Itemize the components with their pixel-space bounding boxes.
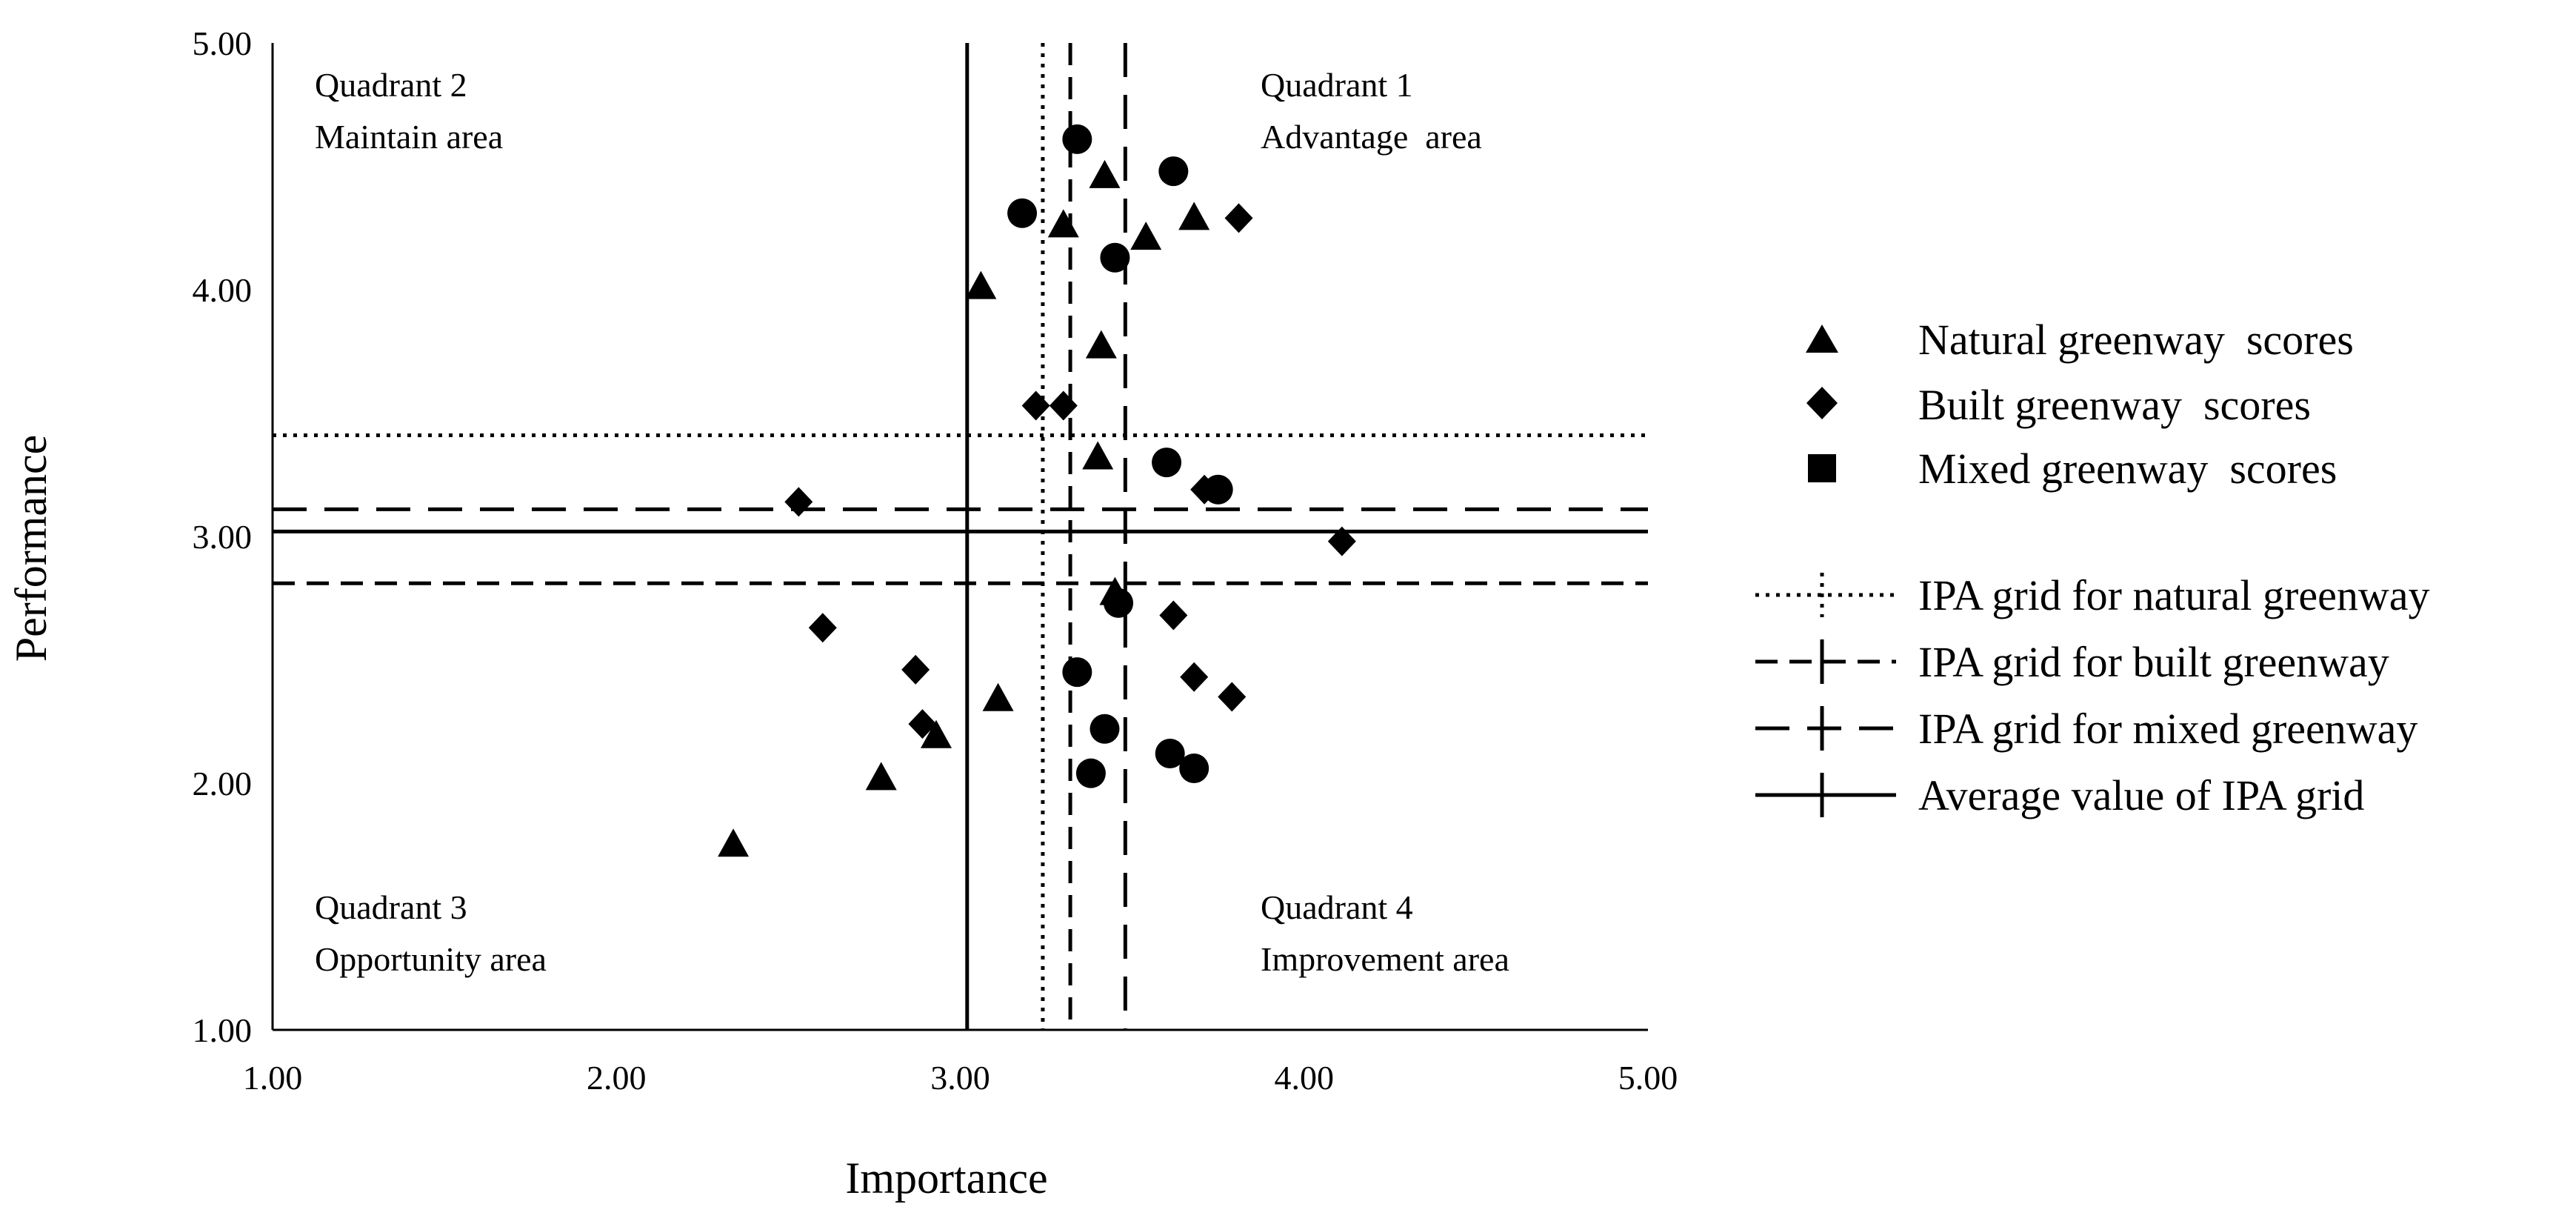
built-score-point <box>1049 390 1078 421</box>
natural-score-point <box>1178 202 1210 230</box>
built-score-point <box>808 613 837 643</box>
quadrant-1-title: Quadrant 1 <box>1261 66 1413 104</box>
y-tick-label: 1.00 <box>193 1011 253 1049</box>
quadrant-3-title: Quadrant 3 <box>315 888 467 926</box>
legend-average-grid: Average value of IPA grid <box>1918 771 2364 819</box>
mixed-score-point <box>1158 156 1189 187</box>
built-score-point <box>908 709 937 739</box>
mixed-score-point <box>1152 448 1182 478</box>
built-score-point <box>1327 526 1356 556</box>
mixed-score-point <box>1155 739 1185 769</box>
x-tick-labels: 1.00 2.00 3.00 4.00 5.00 <box>243 1059 1678 1097</box>
x-tick-label: 1.00 <box>243 1059 303 1097</box>
built-score-point <box>1180 662 1209 692</box>
mixed-score-point <box>1007 198 1038 228</box>
y-tick-label: 3.00 <box>193 518 253 556</box>
legend-natural-scores: Natural greenway scores <box>1918 316 2354 364</box>
natural-score-point <box>1047 209 1079 238</box>
mixed-score-point <box>1203 474 1233 505</box>
mixed-score-point <box>1104 588 1134 618</box>
natural-score-point <box>718 828 750 857</box>
mixed-score-point <box>1090 714 1120 744</box>
built-score-point <box>784 487 813 517</box>
x-tick-label: 3.00 <box>930 1059 990 1097</box>
natural-score-point <box>1085 330 1117 359</box>
quadrant-2-subtitle: Maintain area <box>315 118 503 156</box>
legend-square-icon <box>1808 454 1836 482</box>
y-tick-label: 5.00 <box>193 24 253 62</box>
natural-score-point <box>921 719 952 748</box>
built-score-point <box>1021 390 1050 421</box>
legend-built-scores: Built greenway scores <box>1918 381 2311 429</box>
mixed-score-point <box>1075 758 1106 788</box>
natural-score-point <box>982 682 1014 711</box>
quadrant-1-subtitle: Advantage area <box>1261 118 1482 156</box>
mixed-score-point <box>1179 754 1209 784</box>
quadrant-labels: Quadrant 2 Maintain area Quadrant 1 Adva… <box>315 66 1509 978</box>
y-tick-label: 2.00 <box>193 765 253 802</box>
built-score-point <box>901 654 930 685</box>
built-score-point <box>1159 600 1188 631</box>
x-tick-label: 4.00 <box>1275 1059 1335 1097</box>
mixed-score-point <box>1100 242 1130 273</box>
legend-built-grid: IPA grid for built greenway <box>1918 638 2389 686</box>
mixed-score-point <box>1062 124 1092 154</box>
legend-natural-grid: IPA grid for natural greenway <box>1918 571 2429 619</box>
quadrant-3-subtitle: Opportunity area <box>315 940 547 978</box>
quadrant-2-title: Quadrant 2 <box>315 66 467 104</box>
legend-triangle-icon <box>1806 325 1838 353</box>
legend-diamond-icon <box>1806 387 1838 419</box>
natural-score-point <box>1089 159 1121 188</box>
data-points <box>718 124 1356 857</box>
x-axis-title: Importance <box>845 1154 1047 1203</box>
legend: Natural greenway scores Built greenway s… <box>1755 316 2429 819</box>
quadrant-4-title: Quadrant 4 <box>1261 888 1413 926</box>
legend-mixed-scores: Mixed greenway scores <box>1918 445 2337 493</box>
axes <box>271 43 1648 1031</box>
x-tick-label: 5.00 <box>1618 1059 1678 1097</box>
legend-mixed-grid: IPA grid for mixed greenway <box>1918 705 2417 753</box>
natural-score-point <box>1082 441 1114 470</box>
natural-score-point <box>1130 222 1162 250</box>
natural-score-point <box>865 762 897 791</box>
x-tick-label: 2.00 <box>587 1059 647 1097</box>
mixed-score-point <box>1062 657 1092 688</box>
built-score-point <box>1224 203 1253 233</box>
natural-score-point <box>965 270 997 299</box>
ipa-grid-lines <box>273 43 1648 1030</box>
y-axis-title: Performance <box>7 435 56 662</box>
built-score-point <box>1218 682 1247 712</box>
y-tick-label: 4.00 <box>193 271 253 309</box>
quadrant-4-subtitle: Improvement area <box>1261 940 1509 978</box>
y-tick-labels: 1.00 2.00 3.00 4.00 5.00 <box>193 24 253 1049</box>
